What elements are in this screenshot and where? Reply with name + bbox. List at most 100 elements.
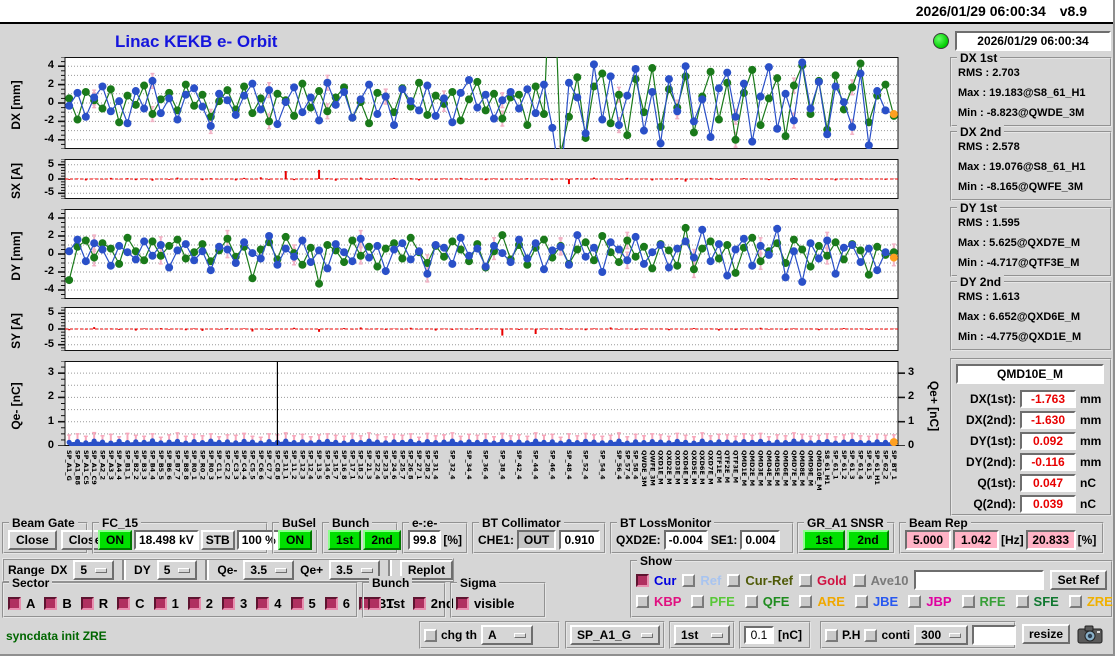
show-checkbox-ave10[interactable]: Ave10 [852, 573, 908, 588]
ref-name-input[interactable] [914, 570, 1044, 590]
checkbox-indicator[interactable] [852, 573, 866, 587]
checkbox-indicator[interactable] [727, 573, 741, 587]
show-checkbox-cur[interactable]: Cur [636, 573, 676, 588]
checkbox-label: JBP [926, 594, 952, 609]
show-checkbox-qfe[interactable]: QFE [744, 594, 789, 609]
checkbox-indicator[interactable] [1068, 595, 1082, 608]
beam-gate-group: Beam Gate Close Close [2, 516, 110, 554]
range-qem-dropdown[interactable]: 3.5 [243, 560, 295, 580]
bunch-checkbox-2nd[interactable]: 2nd [412, 596, 454, 611]
bunch-1st-button[interactable]: 1st [328, 530, 362, 550]
monitor-row: DY(1st): 0.092 mm [954, 430, 1110, 451]
checkbox-indicator[interactable] [908, 595, 922, 608]
device-value: SP_A1_G [577, 628, 632, 642]
bpm-label: SP_46_4 [548, 450, 557, 480]
beam-gate-close-button-1[interactable]: Close [8, 530, 57, 550]
show-checkbox-pfe[interactable]: PFE [691, 594, 735, 609]
checkbox-indicator[interactable] [799, 595, 813, 608]
bpm-label: SP_18_2 [356, 450, 365, 480]
ph-checkbox[interactable] [825, 628, 838, 642]
threshold-box: 0.1 [nC] [739, 621, 811, 649]
sector-checkbox-5[interactable]: 5 [290, 595, 316, 611]
device-dropdown[interactable]: SP_A1_G [570, 625, 660, 645]
sector-checkbox-1[interactable]: 1 [153, 596, 179, 611]
show-checkbox-jbe[interactable]: JBE [854, 594, 898, 609]
show-checkbox-zre[interactable]: ZRE [1068, 594, 1113, 609]
checkbox-indicator[interactable] [691, 595, 705, 608]
sector-checkbox-6[interactable]: 6 [324, 596, 350, 611]
sector-checkbox-a[interactable]: A [8, 596, 35, 611]
sector-checkbox-b[interactable]: B [44, 596, 72, 611]
threshold-input[interactable]: 0.1 [744, 626, 774, 644]
gr-snsr-2nd-button[interactable]: 2nd [847, 530, 889, 550]
sector-checkbox-4[interactable]: 4 [256, 596, 282, 611]
bunch-show-group: Bunch 1st 2nd [362, 576, 454, 618]
show-checkbox-sfe[interactable]: SFE [1015, 594, 1059, 609]
checkbox-indicator[interactable] [636, 595, 649, 608]
show-checkbox-jbp[interactable]: JBP [908, 594, 952, 609]
checkbox-label: 5 [308, 595, 316, 611]
bpm-label: SP_31_4 [431, 450, 440, 480]
checkbox-indicator[interactable] [1015, 595, 1029, 608]
checkbox-indicator[interactable] [256, 596, 270, 610]
bpm-label: SP_42_4 [514, 450, 523, 480]
checkbox-indicator[interactable] [412, 596, 426, 610]
count-dropdown[interactable]: 300 [914, 625, 969, 645]
bunch-checkbox-1st[interactable]: 1st [368, 596, 405, 611]
show-checkbox-cur-ref[interactable]: Cur-Ref [727, 573, 793, 588]
checkbox-indicator[interactable] [222, 596, 236, 610]
sector-checkbox-3[interactable]: 3 [222, 596, 247, 611]
checkbox-indicator[interactable] [117, 596, 131, 610]
bunch-2nd-button[interactable]: 2nd [363, 530, 401, 550]
checkbox-indicator[interactable] [187, 596, 201, 610]
conti-checkbox[interactable] [864, 628, 878, 642]
free-input[interactable] [972, 625, 1017, 645]
fc15-on-button[interactable]: ON [98, 530, 132, 550]
checkbox-indicator[interactable] [961, 595, 975, 608]
show-checkbox-kbp[interactable]: KBP [636, 594, 681, 609]
sector-checkbox-c[interactable]: C [117, 596, 145, 611]
show-checkbox-ref[interactable]: Ref [682, 573, 721, 588]
gr-snsr-1st-button[interactable]: 1st [803, 530, 845, 550]
range-qep-dropdown[interactable]: 3.5 [329, 560, 380, 580]
fc15-stb-button[interactable]: STB [200, 530, 235, 550]
replot-button[interactable]: Replot [399, 560, 454, 580]
sector-checkbox-r[interactable]: R [80, 596, 108, 611]
monitor-row-unit: nC [1080, 496, 1096, 511]
sector-checkbox-2[interactable]: 2 [187, 596, 213, 611]
statusbar-bunch-dropdown[interactable]: 1st [674, 625, 730, 645]
range-dy-dropdown[interactable]: 5 [156, 560, 198, 580]
resize-button[interactable]: resize [1022, 624, 1070, 644]
bpm-label: SP_C5_5 [248, 450, 257, 480]
checkbox-indicator[interactable] [456, 596, 469, 610]
show-checkbox-gold[interactable]: Gold [799, 573, 847, 588]
bpm-label: SP_61_1 [831, 450, 840, 480]
set-ref-button[interactable]: Set Ref [1049, 570, 1107, 590]
checkbox-indicator[interactable] [799, 573, 813, 587]
busel-on-button[interactable]: ON [278, 530, 312, 550]
chg-th-checkbox[interactable] [424, 628, 437, 642]
checkbox-indicator[interactable] [744, 595, 758, 608]
camera-icon[interactable] [1076, 622, 1104, 651]
stat-frame-title: DY 1st [957, 201, 1001, 215]
y-tick-label-right: 1 [908, 414, 915, 427]
checkbox-indicator[interactable] [8, 596, 21, 610]
checkbox-indicator[interactable] [153, 596, 167, 610]
checkbox-indicator[interactable] [636, 573, 649, 587]
stat-line: Max : 19.183@S8_61_H1 [958, 87, 1086, 99]
range-dx-dropdown[interactable]: 5 [73, 560, 115, 580]
checkbox-indicator[interactable] [44, 596, 58, 610]
checkbox-indicator[interactable] [682, 573, 696, 587]
bpm-name-axis: SP_A1_G SP_A1_B8 SP_A1_C5 SP_A1_C9 SP_A2_2 SP… [58, 449, 906, 513]
show-checkbox-rfe[interactable]: RFE [961, 594, 1006, 609]
chg-th-dropdown[interactable]: A [481, 625, 533, 645]
checkbox-indicator[interactable] [324, 596, 338, 610]
checkbox-indicator[interactable] [80, 596, 94, 610]
checkbox-indicator[interactable] [368, 596, 381, 610]
checkbox-indicator[interactable] [854, 595, 868, 608]
sigma-checkbox-visible[interactable]: visible [456, 596, 514, 611]
bpm-label: SP_22_4 [373, 450, 382, 480]
checkbox-indicator[interactable] [290, 596, 304, 610]
show-checkbox-are[interactable]: ARE [799, 594, 845, 609]
